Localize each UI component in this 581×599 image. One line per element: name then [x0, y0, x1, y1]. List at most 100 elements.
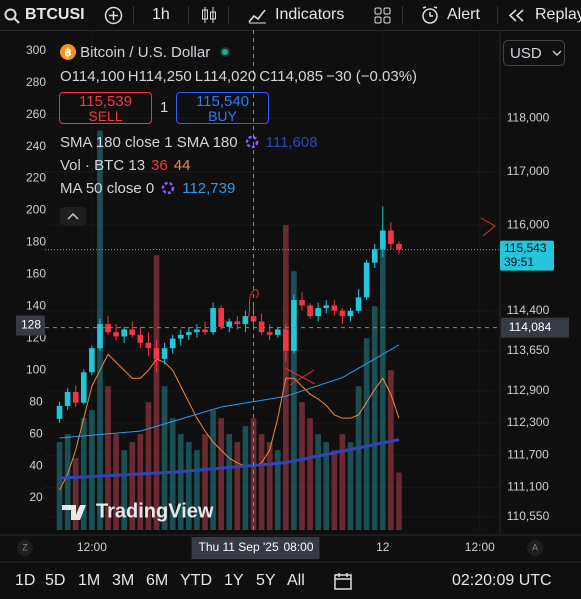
- indicator-value: 36: [151, 157, 168, 174]
- range-button[interactable]: 1D: [15, 572, 36, 589]
- volume-bar: [283, 224, 289, 530]
- volume-bar: [299, 402, 305, 530]
- market-status: [220, 47, 231, 57]
- volume-bar: [339, 434, 346, 530]
- separator: [133, 6, 134, 24]
- range-button[interactable]: 3M: [112, 572, 135, 589]
- candle-body: [258, 321, 265, 333]
- quantity[interactable]: 1: [160, 99, 169, 116]
- candle-body: [137, 334, 144, 343]
- candle-body: [153, 348, 160, 359]
- volume-bar: [169, 418, 176, 530]
- volume-bar: [250, 418, 257, 530]
- volume-bar: [291, 271, 297, 530]
- candle-body: [388, 230, 394, 244]
- candle-body: [72, 392, 79, 403]
- indicators-button[interactable]: Indicators: [275, 6, 345, 23]
- currency-select[interactable]: USD: [503, 40, 565, 66]
- layouts-icon[interactable]: [374, 7, 391, 24]
- drawing: [480, 217, 496, 237]
- alert-icon[interactable]: [420, 5, 440, 25]
- volume-bar: [56, 442, 63, 530]
- range-button[interactable]: All: [287, 572, 305, 589]
- range-button[interactable]: 1M: [78, 572, 101, 589]
- ohlc-value: 114,100: [71, 68, 125, 85]
- clock[interactable]: 02:20:09 UTC: [452, 572, 552, 589]
- price-tick-label: 113,650: [507, 343, 550, 357]
- volume-bar: [242, 426, 249, 530]
- separator: [188, 6, 189, 24]
- ohlc-key: O: [60, 68, 72, 85]
- watermark-text: TradingView: [96, 500, 214, 522]
- volume-bar: [234, 442, 241, 530]
- volume-bar: [226, 434, 233, 530]
- candle-body: [266, 332, 273, 335]
- candle-body: [363, 262, 370, 298]
- price-axis: [500, 31, 581, 535]
- interval[interactable]: 1h: [152, 6, 170, 23]
- scale-button[interactable]: Z: [22, 542, 28, 552]
- legend-title-row: ฿ Bitcoin / U.S. Dollar: [60, 44, 231, 61]
- scale-button-bg: [17, 540, 33, 556]
- volume-bar: [89, 410, 95, 530]
- svg-text:฿: ฿: [65, 47, 72, 59]
- candle-body: [194, 329, 200, 333]
- crosshair-time: 08:00: [284, 540, 314, 554]
- replay-icon[interactable]: [509, 9, 525, 22]
- indicator-row: SMA 180 close 1 SMA 180 111,608: [60, 133, 324, 156]
- volume-tick-label: 80: [29, 394, 43, 408]
- range-button[interactable]: 5D: [45, 572, 66, 589]
- indicator-value: 112,739: [182, 180, 236, 197]
- bottom-bar: 1D 5D 1M 3M 6M YTD 1Y 5Y All 02:20:09 UTC: [0, 562, 581, 599]
- last-price-box: [500, 240, 554, 271]
- volume-bar: [396, 472, 402, 530]
- chart-type-icon[interactable]: [200, 5, 218, 25]
- scale-button[interactable]: A: [532, 542, 538, 552]
- volume-tick-label: 280: [26, 75, 46, 89]
- alert-button[interactable]: Alert: [447, 6, 480, 23]
- volume-bar: [331, 450, 338, 530]
- indicator-value: 111,608: [265, 134, 318, 151]
- price-tick-label: 116,000: [507, 217, 550, 231]
- date-range-icon[interactable]: [333, 571, 353, 591]
- candle-body: [355, 297, 362, 311]
- indicator-value: 44: [173, 157, 191, 174]
- search-icon[interactable]: [4, 8, 20, 24]
- range-button[interactable]: 5Y: [256, 572, 276, 589]
- sell-button[interactable]: 115,539 SELL: [59, 92, 152, 124]
- replay-button[interactable]: Replay: [535, 6, 581, 23]
- last-price-label: 115,543: [504, 241, 547, 255]
- collapse-legend[interactable]: [60, 207, 86, 225]
- candle-body: [226, 321, 233, 327]
- toolbar: BTCUSI 1h Indicators Alert Replay: [0, 0, 581, 31]
- volume-bar: [72, 458, 79, 530]
- symbol[interactable]: BTCUSI: [25, 6, 85, 23]
- volume-tick-label: 300: [26, 43, 46, 57]
- range-button[interactable]: YTD: [180, 572, 212, 589]
- volume-bar: [315, 434, 321, 530]
- indicator-settings-icon[interactable]: [244, 134, 260, 150]
- indicators-icon[interactable]: [247, 6, 267, 24]
- volume-bar: [105, 386, 111, 530]
- candle-body: [145, 342, 152, 349]
- buy-button[interactable]: 115,540 BUY: [176, 92, 269, 124]
- volume-bar: [113, 434, 119, 530]
- range-button[interactable]: 6M: [146, 572, 169, 589]
- indicator-settings-icon[interactable]: [160, 180, 176, 196]
- volume-tick-label: 20: [29, 490, 43, 504]
- dropdown-arrow: [552, 50, 562, 56]
- ohlc-value: 114,085: [270, 68, 324, 85]
- candle-body: [161, 348, 168, 359]
- separator: [228, 6, 229, 24]
- volume-bar: [323, 442, 330, 530]
- range-button[interactable]: 1Y: [224, 572, 244, 589]
- volume-bar: [64, 434, 71, 530]
- drawing: [247, 289, 259, 319]
- candle-body: [210, 308, 216, 333]
- volume-tick-label: 260: [26, 107, 46, 121]
- add-symbol[interactable]: [104, 6, 123, 25]
- candle-body: [169, 338, 176, 349]
- candle-body: [283, 329, 289, 351]
